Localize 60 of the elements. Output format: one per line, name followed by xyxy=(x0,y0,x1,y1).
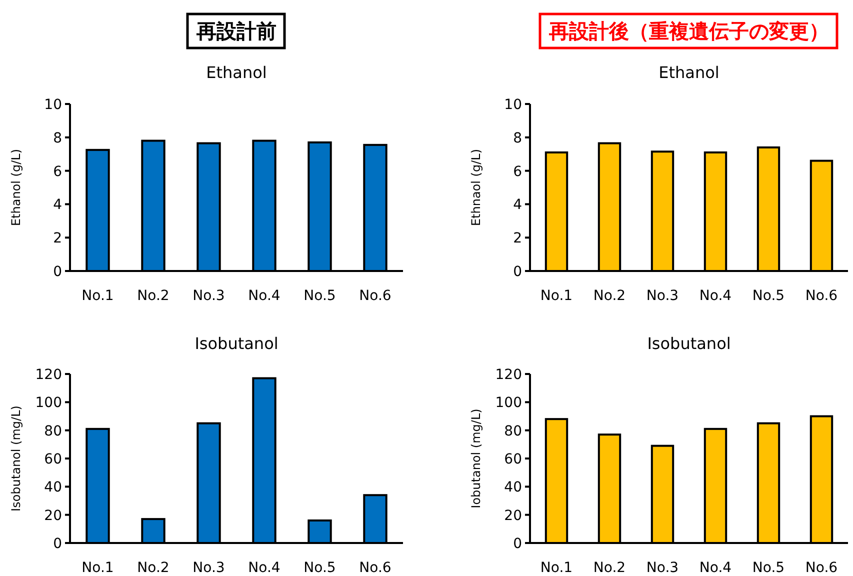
x-tick-label: No.4 xyxy=(248,288,280,304)
y-tick-label: 4 xyxy=(53,197,62,214)
y-axis-title: Iobutanol (mg/L) xyxy=(469,408,483,508)
x-tick-label: No.5 xyxy=(304,288,336,304)
y-tick-label: 4 xyxy=(513,197,522,214)
y-axis-title: Ethanol (g/L) xyxy=(9,148,23,226)
y-tick-label: 2 xyxy=(53,230,62,247)
y-tick-label: 0 xyxy=(53,264,62,280)
x-tick-label: No.3 xyxy=(192,288,225,304)
chart-subtitle: Ethanol xyxy=(206,63,267,82)
y-tick-label: 8 xyxy=(513,130,522,146)
y-tick-label: 100 xyxy=(35,395,62,412)
x-tick-label: No.6 xyxy=(359,288,392,304)
x-tick-label: No.5 xyxy=(304,560,336,576)
y-tick-label: 0 xyxy=(53,536,62,552)
y-tick-label: 20 xyxy=(44,508,62,524)
y-tick-label: 60 xyxy=(44,452,62,468)
y-axis-title: Ethnaol (g/L) xyxy=(469,148,483,226)
x-tick-label: No.4 xyxy=(248,560,280,576)
y-tick-label: 120 xyxy=(495,367,522,383)
x-tick-label: No.6 xyxy=(359,560,392,576)
y-tick-label: 8 xyxy=(53,130,62,146)
chart-title: Isobutanol xyxy=(647,334,731,353)
y-tick-label: 6 xyxy=(53,164,62,180)
x-tick-label: No.2 xyxy=(137,288,170,304)
chart-subtitle: Ethanol xyxy=(658,63,720,82)
y-tick-label: 0 xyxy=(513,264,522,280)
y-tick-label: 6 xyxy=(513,164,522,180)
x-tick-label: No.1 xyxy=(82,560,114,576)
y-tick-label: 10 xyxy=(44,97,62,113)
x-tick-label: No.3 xyxy=(646,288,679,304)
x-tick-label: No.1 xyxy=(82,288,114,304)
y-tick-label: 80 xyxy=(44,423,62,440)
chart-title: Isobutanol xyxy=(194,334,278,353)
x-tick-label: No.4 xyxy=(699,288,732,304)
x-tick-label: No.5 xyxy=(752,560,785,576)
y-tick-label: 20 xyxy=(504,508,522,524)
x-tick-label: No.6 xyxy=(805,288,838,304)
x-tick-label: No.3 xyxy=(192,560,225,576)
y-tick-label: 10 xyxy=(504,97,522,113)
y-tick-label: 100 xyxy=(495,395,522,412)
y-tick-label: 0 xyxy=(513,536,522,552)
x-tick-label: No.2 xyxy=(593,560,626,576)
x-tick-label: No.1 xyxy=(540,560,573,576)
y-tick-label: 40 xyxy=(44,480,62,496)
x-tick-label: No.2 xyxy=(593,288,626,304)
y-tick-label: 40 xyxy=(504,480,522,496)
x-tick-label: No.3 xyxy=(646,560,679,576)
chart-title: 再設計前 xyxy=(196,19,276,43)
x-tick-label: No.5 xyxy=(752,288,785,304)
x-tick-label: No.6 xyxy=(805,560,838,576)
y-tick-label: 2 xyxy=(513,230,522,247)
y-tick-label: 120 xyxy=(35,367,62,383)
y-axis-title: Isobutanol (mg/L) xyxy=(9,406,23,512)
x-tick-label: No.1 xyxy=(540,288,573,304)
y-tick-label: 80 xyxy=(504,423,522,440)
x-tick-label: No.4 xyxy=(699,560,732,576)
y-tick-label: 60 xyxy=(504,452,522,468)
x-tick-label: No.2 xyxy=(137,560,170,576)
chart-title: 再設計後（重複遺伝子の変更） xyxy=(548,19,829,43)
